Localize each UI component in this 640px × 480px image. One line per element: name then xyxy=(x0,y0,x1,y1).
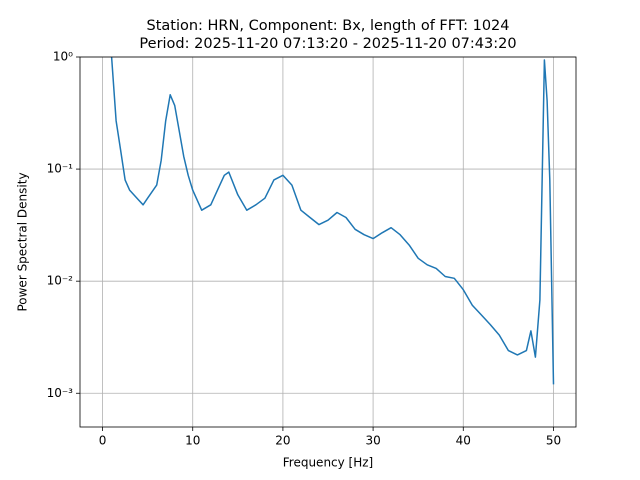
y-tick-label: 10⁻¹ xyxy=(47,162,74,176)
x-axis-label: Frequency [Hz] xyxy=(283,456,374,470)
y-axis-label: Power Spectral Density xyxy=(16,172,30,311)
x-tick-label: 30 xyxy=(365,434,380,448)
x-tick-label: 50 xyxy=(546,434,561,448)
x-tick-label: 40 xyxy=(456,434,471,448)
chart-subtitle: Period: 2025-11-20 07:13:20 - 2025-11-20… xyxy=(139,36,516,52)
x-tick-label: 20 xyxy=(275,434,290,448)
plot-area xyxy=(110,57,555,385)
x-tick-label: 10 xyxy=(185,434,200,448)
data-line xyxy=(110,57,555,385)
grid xyxy=(80,56,576,427)
chart-title: Station: HRN, Component: Bx, length of F… xyxy=(146,18,509,34)
x-tick-label: 0 xyxy=(99,434,107,448)
y-tick-label: 10⁰ xyxy=(53,50,73,64)
axes-frame xyxy=(79,56,577,428)
y-tick-label: 10⁻² xyxy=(47,274,74,288)
y-tick-label: 10⁻³ xyxy=(47,386,74,400)
